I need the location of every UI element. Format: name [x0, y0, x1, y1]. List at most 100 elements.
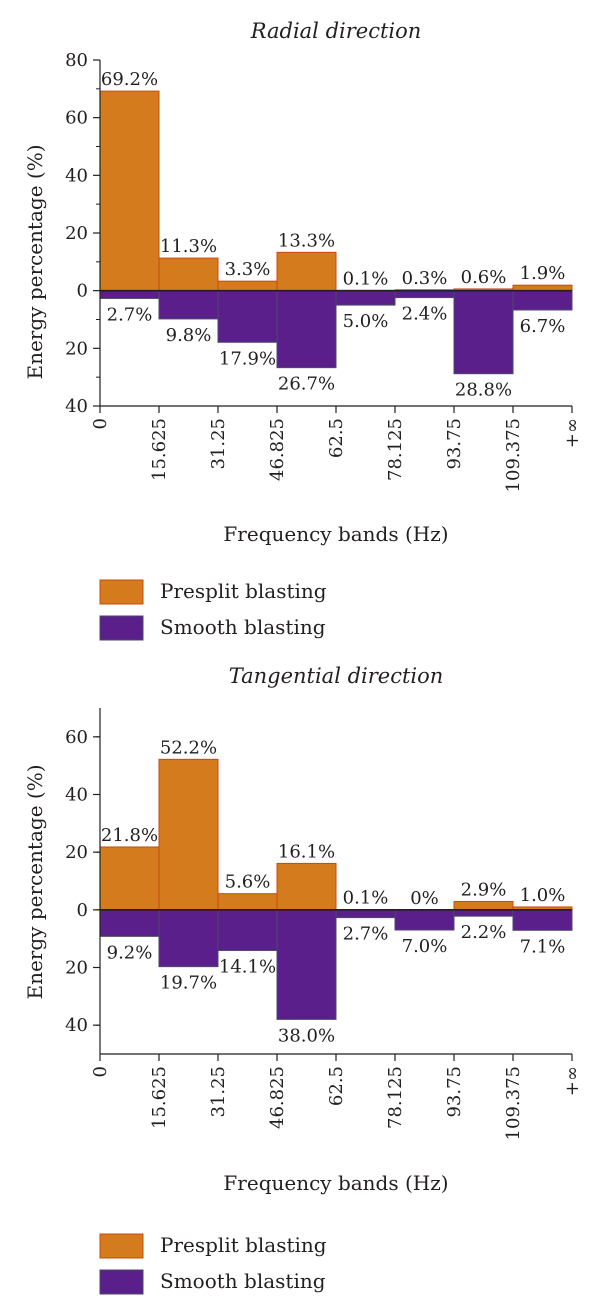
x-tick-label: 15.625 — [149, 418, 170, 481]
presplit-data-label: 69.2% — [101, 69, 158, 90]
x-tick-label: 78.125 — [385, 418, 406, 481]
smooth-bar — [158, 290, 219, 320]
radial-y-axis-label: Energy percentage (%) — [23, 144, 47, 379]
y-tick-label: 40 — [65, 396, 88, 417]
presplit-data-label: 5.6% — [225, 872, 271, 893]
smooth-bar — [394, 290, 455, 299]
smooth-bar — [335, 290, 396, 306]
presplit-data-label: 1.0% — [520, 885, 566, 906]
presplit-bar — [512, 284, 573, 292]
x-tick-label: 0 — [90, 418, 111, 429]
smooth-bar — [453, 290, 514, 375]
smooth-data-label: 6.7% — [520, 316, 566, 337]
radial-chart-title: Radial direction — [250, 19, 422, 43]
presplit-data-label: 2.9% — [461, 879, 507, 900]
presplit-data-label: 16.1% — [278, 841, 335, 862]
y-tick-label: 40 — [65, 165, 88, 186]
smooth-bar — [335, 909, 396, 919]
legend-label-smooth: Smooth blasting — [160, 615, 326, 639]
y-tick-label: 60 — [65, 727, 88, 748]
legend-label-smooth: Smooth blasting — [160, 1269, 326, 1293]
presplit-bar — [217, 280, 278, 292]
presplit-data-label: 0.3% — [402, 268, 448, 289]
x-tick-label: 93.75 — [444, 1066, 465, 1118]
tangential-y-axis-label: Energy percentage (%) — [23, 764, 47, 999]
legend-swatch-presplit — [99, 579, 144, 605]
radial-x-axis-label: Frequency bands (Hz) — [223, 522, 448, 546]
smooth-bar — [217, 290, 278, 343]
smooth-bar — [99, 909, 160, 937]
x-tick-label: 109.375 — [503, 1066, 524, 1140]
tangential-chart: Tangential direction Energy percentage (… — [23, 664, 583, 1295]
presplit-bar — [99, 90, 160, 292]
smooth-data-label: 9.2% — [107, 942, 153, 963]
legend-swatch-presplit — [99, 1233, 144, 1259]
presplit-data-label: 21.8% — [101, 825, 158, 846]
y-tick-label: 20 — [65, 958, 88, 979]
radial-chart: Radial direction Energy percentage (%) F… — [23, 19, 583, 641]
y-tick-label: 60 — [65, 108, 88, 129]
smooth-bar — [453, 909, 514, 917]
smooth-data-label: 38.0% — [278, 1025, 335, 1046]
presplit-data-label: 3.3% — [225, 259, 271, 280]
x-tick-label: 31.25 — [208, 418, 229, 470]
smooth-data-label: 7.1% — [520, 936, 566, 957]
x-tick-label: 46.825 — [267, 418, 288, 481]
smooth-bar — [99, 290, 160, 299]
x-tick-label: 62.5 — [326, 1066, 347, 1106]
tangential-chart-title: Tangential direction — [229, 664, 444, 688]
presplit-data-label: 0% — [410, 888, 439, 909]
smooth-bar — [512, 909, 573, 931]
x-tick-label: 62.5 — [326, 418, 347, 458]
smooth-data-label: 9.8% — [166, 325, 212, 346]
legend-swatch-smooth — [99, 1269, 144, 1295]
smooth-bar — [276, 290, 337, 369]
x-tick-label: 15.625 — [149, 1066, 170, 1129]
y-tick-label: 20 — [65, 338, 88, 359]
x-tick-label: 0 — [90, 1066, 111, 1077]
presplit-bar — [276, 862, 337, 911]
legend-swatch-smooth — [99, 615, 144, 641]
y-tick-label: 0 — [77, 281, 88, 302]
y-tick-label: 20 — [65, 842, 88, 863]
tangential-plot-area: 60 40 20 0 20 40 0 15.625 31.25 46.825 62.5 78.125 9… — [65, 708, 583, 1140]
smooth-data-label: 2.7% — [343, 924, 389, 945]
legend-label-presplit: Presplit blasting — [160, 579, 327, 603]
tangential-legend: Presplit blasting Smooth blasting — [99, 1233, 327, 1295]
presplit-data-label: 0.1% — [343, 888, 389, 909]
presplit-bar — [99, 846, 160, 911]
smooth-bar — [512, 290, 573, 311]
smooth-data-label: 19.7% — [160, 973, 217, 994]
smooth-data-label: 2.4% — [402, 304, 448, 325]
presplit-bar — [453, 900, 514, 911]
x-tick-label: +∞ — [562, 418, 583, 448]
presplit-bar — [158, 758, 219, 911]
y-tick-label: 0 — [77, 900, 88, 921]
presplit-data-label: 0.1% — [343, 268, 389, 289]
presplit-data-label: 1.9% — [520, 263, 566, 284]
x-tick-label: 93.75 — [444, 418, 465, 470]
y-tick-label: 20 — [65, 223, 88, 244]
y-tick-label: 80 — [65, 50, 88, 71]
x-tick-label: 31.25 — [208, 1066, 229, 1118]
presplit-data-label: 0.6% — [461, 267, 507, 288]
smooth-bar — [217, 909, 278, 951]
smooth-data-label: 5.0% — [343, 311, 389, 332]
smooth-data-label: 17.9% — [219, 348, 276, 369]
smooth-data-label: 14.1% — [219, 956, 276, 977]
smooth-bar — [394, 909, 455, 931]
smooth-bar — [276, 909, 337, 1020]
x-tick-label: 78.125 — [385, 1066, 406, 1129]
radial-legend: Presplit blasting Smooth blasting — [99, 579, 327, 641]
presplit-bar — [217, 893, 278, 911]
tangential-x-axis-label: Frequency bands (Hz) — [223, 1171, 448, 1195]
presplit-data-label: 11.3% — [160, 236, 217, 257]
presplit-data-label: 52.2% — [160, 737, 217, 758]
presplit-data-label: 13.3% — [278, 230, 335, 251]
smooth-bar — [158, 909, 219, 968]
y-tick-label: 40 — [65, 785, 88, 806]
presplit-bar — [158, 257, 219, 292]
legend-label-presplit: Presplit blasting — [160, 1233, 327, 1257]
